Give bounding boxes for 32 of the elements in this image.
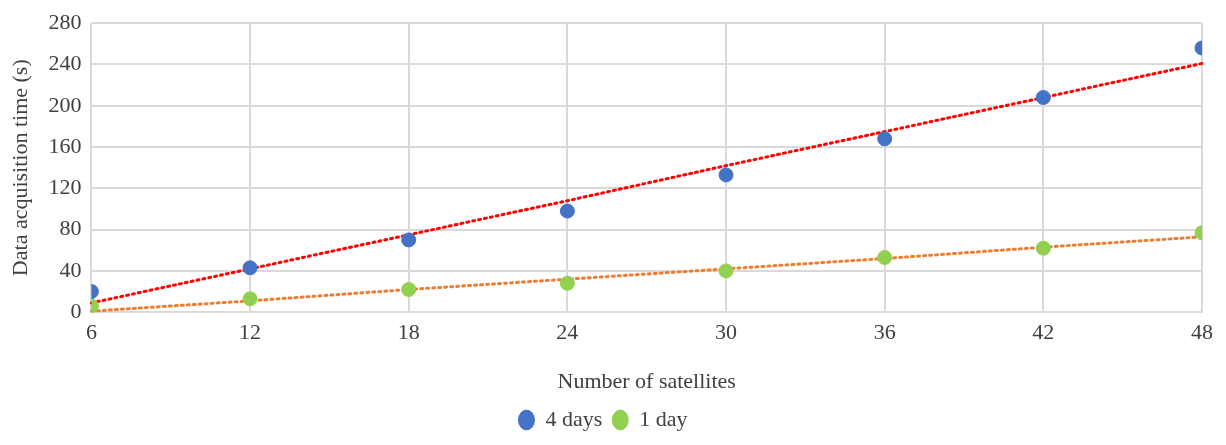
point [1035, 90, 1051, 106]
y-axis-title: Data acquisition time (s) [6, 59, 32, 277]
point [559, 203, 575, 219]
x-tick-label: 42 [1032, 319, 1055, 345]
point [718, 263, 734, 279]
x-tick-label: 18 [397, 319, 420, 345]
point [877, 131, 893, 147]
x-tick-label: 12 [239, 319, 262, 345]
point [1035, 240, 1051, 256]
point [559, 275, 575, 291]
y-tick-label: 240 [48, 50, 82, 76]
point [401, 232, 417, 248]
y-tick-label: 280 [48, 8, 82, 34]
point [242, 291, 258, 307]
x-tick-label: 6 [85, 319, 97, 345]
y-tick-label: 0 [70, 297, 82, 323]
point [401, 281, 417, 297]
point [718, 167, 734, 183]
y-tick-label: 200 [48, 91, 82, 117]
y-tick-label: 120 [48, 174, 82, 200]
x-tick-label: 48 [1191, 319, 1213, 345]
point [242, 260, 258, 276]
x-tick-label: 36 [873, 319, 896, 345]
x-tick-label: 30 [715, 319, 738, 345]
x-tick-label: 24 [556, 319, 579, 345]
point [877, 250, 893, 265]
y-tick-label: 160 [48, 132, 82, 158]
y-tick-label: 80 [59, 215, 82, 241]
legend-label: 4 days [545, 405, 603, 431]
x-axis-title: Number of satellites [557, 367, 736, 393]
y-tick-label: 40 [59, 256, 82, 282]
legend-label: 1 day [639, 405, 688, 431]
